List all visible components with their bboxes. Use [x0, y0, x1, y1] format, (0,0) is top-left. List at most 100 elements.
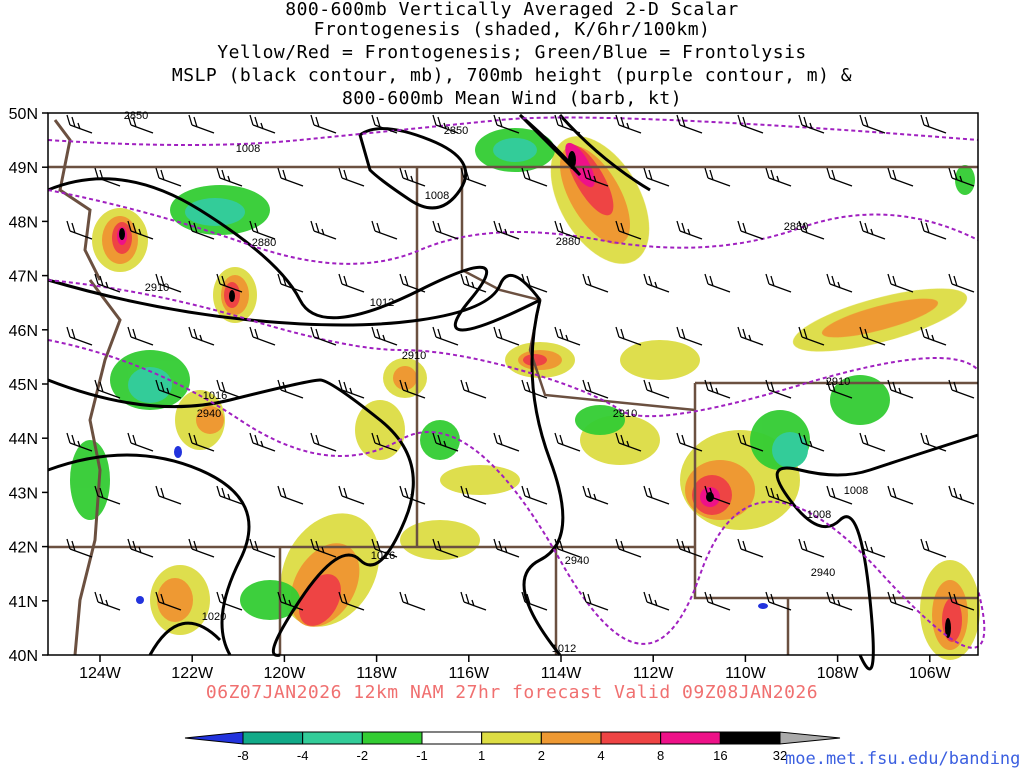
wind-barb-icon: [765, 379, 792, 399]
legend-swatch: [361, 731, 423, 745]
wind-barb-icon: [554, 326, 581, 346]
wind-barb-icon: [371, 326, 398, 346]
lon-label: 120W: [264, 665, 307, 682]
wind-barb-icon: [94, 379, 121, 399]
mslp-labels: 1008 1008 1012 1016 1008 1008 1016 1020 …: [202, 143, 868, 655]
wind-barb-icon: [826, 485, 853, 505]
wind-barb-icon: [554, 432, 581, 452]
wind-barb-icon: [676, 220, 703, 240]
wind-barb-icon: [249, 326, 276, 346]
legend-swatch: [184, 731, 244, 745]
wind-barb-icon: [615, 538, 642, 558]
wind-barb-icon: [948, 167, 975, 187]
wind-barb-icon: [948, 379, 975, 399]
wind-barb-icon: [493, 538, 520, 558]
wind-barb-icon: [615, 220, 642, 240]
wind-barb-icon: [127, 538, 154, 558]
wind-barb-icon: [216, 485, 243, 505]
wind-barb-icon: [737, 326, 764, 346]
wind-barb-icon: [676, 538, 703, 558]
legend-swatch: [540, 731, 602, 745]
wind-barb-icon: [188, 114, 215, 134]
wind-barb-icon: [155, 379, 182, 399]
mslp-label: 1020: [202, 611, 226, 623]
wind-barb-icon: [493, 114, 520, 134]
wind-barb-icon: [887, 273, 914, 293]
height-label: 2940: [565, 555, 589, 567]
wind-barb-icon: [188, 432, 215, 452]
mslp-contours: [47, 113, 979, 671]
mslp-label: 1012: [370, 297, 394, 309]
height-label: 2910: [613, 408, 637, 420]
wind-barb-icon: [338, 485, 365, 505]
wind-barb-icon: [493, 220, 520, 240]
lat-label: 45N: [9, 377, 38, 394]
wind-barb-icon: [127, 432, 154, 452]
height-label: 2940: [811, 567, 835, 579]
legend-label: -2: [357, 748, 369, 763]
wind-barb-icon: [798, 538, 825, 558]
wind-barb-icon: [554, 220, 581, 240]
wind-barb-icon: [371, 114, 398, 134]
source-credit[interactable]: moe.met.fsu.edu/banding: [785, 749, 1021, 769]
height-label: 2880: [784, 221, 808, 233]
height-label: 2880: [556, 236, 580, 248]
lon-label: 122W: [171, 665, 214, 682]
wind-barb-icon: [798, 220, 825, 240]
wind-barb-icon: [615, 432, 642, 452]
wind-barb-icon: [94, 273, 121, 293]
height-label: 2910: [145, 282, 169, 294]
mslp-label: 1016: [203, 390, 227, 402]
wind-barb-icon: [188, 220, 215, 240]
wind-barb-icon: [948, 485, 975, 505]
wind-barb-icon: [554, 538, 581, 558]
height-label: 2880: [252, 237, 276, 249]
wind-barb-icon: [310, 114, 337, 134]
lon-label: 112W: [633, 665, 675, 682]
wind-barb-icon: [310, 220, 337, 240]
wind-barb-icon: [859, 432, 886, 452]
wind-barb-icon: [737, 538, 764, 558]
wind-barb-icon: [310, 538, 337, 558]
wind-barb-icon: [155, 273, 182, 293]
wind-barb-icon: [127, 220, 154, 240]
wind-barb-icon: [826, 591, 853, 611]
wind-barb-icon: [887, 591, 914, 611]
lat-label: 50N: [9, 106, 38, 123]
lon-label: 116W: [448, 665, 490, 682]
wind-barb-icon: [460, 273, 487, 293]
legend-swatch: [481, 731, 542, 745]
wind-barb-icon: [399, 485, 426, 505]
wind-barb-icon: [399, 591, 426, 611]
lat-label: 43N: [9, 485, 38, 502]
wind-barb-icon: [643, 167, 670, 187]
wind-barb-icon: [432, 326, 459, 346]
wind-barb-icon: [94, 485, 121, 505]
wind-barb-icon: [582, 591, 609, 611]
wind-barb-icon: [643, 379, 670, 399]
wind-barb-icon: [371, 432, 398, 452]
wind-barb-icon: [643, 591, 670, 611]
lon-label: 106W: [909, 665, 952, 682]
legend-swatch: [600, 731, 662, 745]
wind-barb-icon: [798, 326, 825, 346]
wind-barb-icon: [920, 114, 947, 134]
lat-label: 44N: [9, 431, 38, 448]
mslp-label: 1008: [236, 143, 260, 155]
wind-barb-icon: [371, 220, 398, 240]
height-label: 2850: [124, 110, 148, 122]
wind-barb-icon: [704, 379, 731, 399]
wind-barb-icon: [765, 167, 792, 187]
wind-barb-icon: [859, 538, 886, 558]
wind-barb-icon: [460, 167, 487, 187]
wind-barbs: [66, 114, 975, 611]
lon-label: 124W: [79, 665, 122, 682]
wind-barb-icon: [188, 538, 215, 558]
wind-barb-icon: [94, 167, 121, 187]
wind-barb-icon: [249, 538, 276, 558]
wind-barb-icon: [887, 167, 914, 187]
wind-barb-icon: [521, 273, 548, 293]
legend-swatch: [660, 731, 721, 745]
mslp-label: 1016: [371, 550, 395, 562]
latitude-ticks: 50N 49N 48N 47N 46N 45N 44N 43N 42N 41N 40N: [9, 106, 48, 665]
